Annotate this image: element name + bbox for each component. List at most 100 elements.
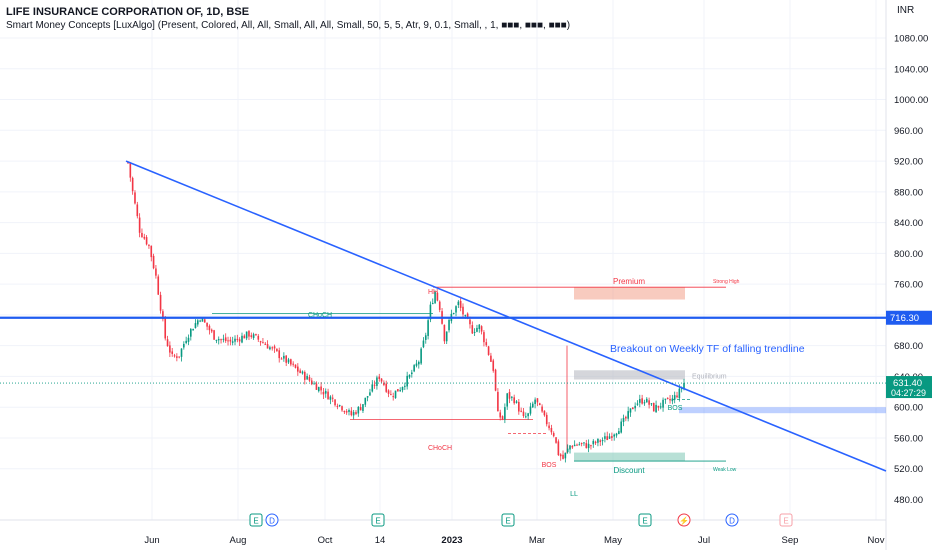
candle[interactable] xyxy=(355,410,357,416)
candle[interactable] xyxy=(176,353,178,362)
candle[interactable] xyxy=(671,394,674,405)
candle[interactable] xyxy=(369,388,371,396)
candle[interactable] xyxy=(252,332,255,340)
candle[interactable] xyxy=(285,355,288,367)
candle[interactable] xyxy=(650,402,653,406)
candle[interactable] xyxy=(341,405,343,412)
candle[interactable] xyxy=(213,329,215,341)
candle[interactable] xyxy=(143,233,146,240)
candle[interactable] xyxy=(385,380,388,393)
candle[interactable] xyxy=(301,370,304,375)
candle[interactable] xyxy=(138,213,141,238)
candle[interactable] xyxy=(343,410,346,415)
candle[interactable] xyxy=(196,319,199,327)
candle[interactable] xyxy=(520,407,522,413)
candle[interactable] xyxy=(666,397,669,400)
candle[interactable] xyxy=(397,389,399,392)
candle[interactable] xyxy=(208,324,211,335)
candle[interactable] xyxy=(522,407,525,418)
candle[interactable] xyxy=(569,445,571,454)
candle[interactable] xyxy=(536,398,539,407)
candle[interactable] xyxy=(152,253,155,270)
candle[interactable] xyxy=(557,439,560,456)
candle[interactable] xyxy=(327,388,329,400)
candle[interactable] xyxy=(171,348,174,357)
candle[interactable] xyxy=(638,394,641,408)
candle[interactable] xyxy=(262,338,264,344)
candle[interactable] xyxy=(550,424,553,435)
candle[interactable] xyxy=(413,364,415,373)
candle[interactable] xyxy=(187,334,190,346)
candle[interactable] xyxy=(622,414,625,427)
candle[interactable] xyxy=(508,389,511,404)
candle[interactable] xyxy=(457,300,460,309)
candle[interactable] xyxy=(529,402,532,416)
candle[interactable] xyxy=(194,319,197,329)
candle[interactable] xyxy=(294,364,297,369)
candle[interactable] xyxy=(222,334,225,343)
candle[interactable] xyxy=(380,378,383,384)
candle[interactable] xyxy=(518,398,520,415)
candle[interactable] xyxy=(415,359,418,368)
candle[interactable] xyxy=(411,369,413,378)
candle[interactable] xyxy=(366,396,369,402)
candle[interactable] xyxy=(331,394,334,403)
candle[interactable] xyxy=(417,360,420,369)
candle[interactable] xyxy=(524,412,527,419)
candle[interactable] xyxy=(259,340,262,346)
candle[interactable] xyxy=(278,347,281,363)
candle[interactable] xyxy=(148,244,150,249)
candle[interactable] xyxy=(169,341,171,358)
candle[interactable] xyxy=(662,397,664,412)
candle[interactable] xyxy=(657,405,660,411)
candle[interactable] xyxy=(429,301,432,323)
candle[interactable] xyxy=(645,397,648,403)
candle[interactable] xyxy=(192,328,194,331)
candle[interactable] xyxy=(255,333,257,336)
candle[interactable] xyxy=(615,432,618,438)
candle[interactable] xyxy=(199,319,201,323)
candle[interactable] xyxy=(241,332,243,344)
candle[interactable] xyxy=(362,404,364,413)
indicator-legend[interactable]: Smart Money Concepts [LuxAlgo] (Present,… xyxy=(6,20,571,31)
candle[interactable] xyxy=(601,437,604,446)
candle[interactable] xyxy=(483,330,485,347)
candle[interactable] xyxy=(303,370,306,385)
candle[interactable] xyxy=(334,398,336,407)
event-badge[interactable]: E xyxy=(249,513,263,527)
candle[interactable] xyxy=(401,386,404,393)
event-badge[interactable]: E xyxy=(638,513,652,527)
candle[interactable] xyxy=(620,418,623,434)
candle[interactable] xyxy=(234,335,236,346)
candle[interactable] xyxy=(478,324,481,333)
candle[interactable] xyxy=(306,373,308,380)
candle[interactable] xyxy=(164,315,167,341)
candle[interactable] xyxy=(436,291,439,302)
candle[interactable] xyxy=(264,341,267,346)
candle[interactable] xyxy=(473,328,476,337)
candle[interactable] xyxy=(248,329,250,340)
candle[interactable] xyxy=(618,427,620,435)
candle[interactable] xyxy=(166,335,169,347)
candle[interactable] xyxy=(420,347,422,365)
candle[interactable] xyxy=(490,352,492,362)
candle[interactable] xyxy=(606,431,609,441)
candle[interactable] xyxy=(317,386,320,393)
event-badge[interactable]: E xyxy=(371,513,385,527)
candle[interactable] xyxy=(452,312,455,315)
candle[interactable] xyxy=(564,452,567,463)
candle[interactable] xyxy=(555,437,557,444)
candle[interactable] xyxy=(217,336,220,345)
candle[interactable] xyxy=(336,403,339,410)
candle[interactable] xyxy=(585,439,588,449)
candle[interactable] xyxy=(183,341,185,350)
candle[interactable] xyxy=(390,390,392,396)
candle[interactable] xyxy=(659,402,662,410)
candle[interactable] xyxy=(283,352,285,362)
candle[interactable] xyxy=(562,450,564,460)
candle[interactable] xyxy=(443,324,446,344)
candle[interactable] xyxy=(243,334,246,339)
candle[interactable] xyxy=(404,382,406,390)
